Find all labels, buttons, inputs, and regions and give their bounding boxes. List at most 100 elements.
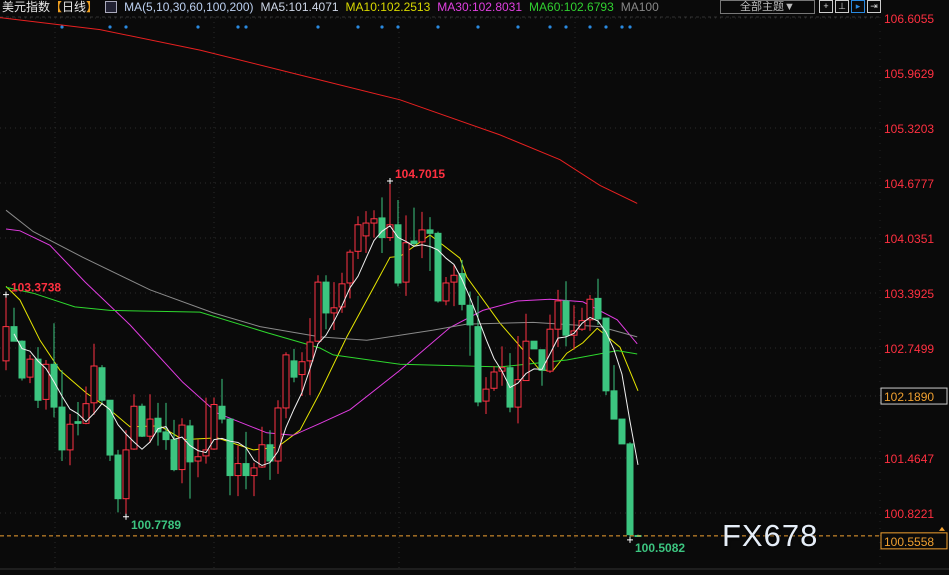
candle-body [458, 273, 466, 305]
candle [74, 401, 82, 436]
candle [202, 397, 210, 464]
candle-body [234, 463, 242, 477]
theme-dropdown[interactable]: 全部主题▼ [720, 0, 815, 14]
candle-body [418, 229, 426, 243]
candle [218, 378, 226, 424]
ma100-label: MA100 [620, 0, 659, 14]
candle-body [106, 399, 114, 456]
candle [586, 294, 594, 331]
candle [562, 281, 570, 347]
candle-body [154, 417, 162, 433]
event-marker [396, 25, 400, 29]
candle [2, 294, 10, 371]
y-tick-label: 105.3203 [884, 122, 934, 136]
candle [26, 354, 34, 384]
candle-body [66, 423, 74, 451]
ma-params[interactable]: MA(5,10,30,60,100,200) [124, 0, 254, 14]
candle-body [554, 300, 562, 330]
candle-body [74, 421, 82, 424]
candle [362, 211, 370, 254]
low-price-annotation: 100.7789 [131, 518, 181, 532]
event-marker [620, 25, 624, 29]
chart-header: 美元指数 【 日线 】 MA(5,10,30,60,100,200) MA5:1… [2, 0, 717, 16]
candle [306, 318, 314, 396]
candle-body [122, 449, 130, 500]
candle [282, 352, 290, 419]
event-marker [476, 25, 480, 29]
exit-icon[interactable]: ⇥ [867, 0, 881, 13]
candle [18, 340, 26, 381]
candle-body [34, 358, 42, 401]
candle [298, 352, 306, 396]
event-marker [604, 25, 608, 29]
candle [450, 264, 458, 307]
play-icon[interactable]: ▸ [851, 0, 865, 13]
candle [130, 394, 138, 450]
candle [314, 275, 322, 343]
candle-body [90, 365, 98, 404]
candle [98, 365, 106, 403]
candle [530, 340, 538, 350]
candle-body [50, 363, 58, 408]
candle-body [474, 326, 482, 403]
candle-body [530, 340, 538, 350]
candle [378, 197, 386, 254]
ma5-value: MA5:101.4071 [260, 0, 339, 14]
candle [242, 431, 250, 490]
candle [170, 419, 178, 472]
crosshair-icon[interactable]: + [819, 0, 833, 13]
ma10-value: MA10:102.2513 [345, 0, 431, 14]
candle [426, 217, 434, 271]
candle-body [146, 418, 154, 437]
candle-body [546, 328, 554, 372]
candle-body [314, 281, 322, 342]
candle [210, 397, 218, 450]
ma60-line [5, 286, 638, 368]
event-marker [236, 25, 240, 29]
candle-body [58, 406, 66, 451]
candle-body [330, 307, 338, 314]
candle-body [138, 405, 146, 437]
y-tick-label: 105.9629 [884, 67, 934, 81]
candle [490, 366, 498, 391]
candle [482, 377, 490, 414]
candle-body [98, 367, 106, 401]
candle-body [626, 443, 634, 536]
event-marker [356, 25, 360, 29]
candle [146, 394, 154, 444]
indicator-chart-icon[interactable] [105, 1, 118, 13]
extreme-marker [123, 513, 129, 520]
event-marker [380, 25, 384, 29]
candle [570, 305, 578, 350]
candle-body [594, 297, 602, 320]
candle [442, 276, 450, 306]
candle [82, 386, 90, 425]
candle-body [482, 388, 490, 402]
candle-body [378, 217, 386, 239]
candle [34, 347, 42, 408]
candle [394, 199, 402, 287]
range-icon[interactable]: ⊥ [835, 0, 849, 13]
candle [370, 210, 378, 238]
candle-body [130, 405, 138, 450]
event-marker [588, 25, 592, 29]
y-tick-label: 100.8221 [884, 507, 934, 521]
current-price-label: 100.5558 [884, 535, 934, 549]
candle-body [290, 360, 298, 378]
candle-body [210, 404, 218, 450]
candle [346, 249, 354, 299]
highlighted-price-label: 102.1890 [884, 390, 934, 404]
candle [602, 317, 610, 396]
candle-body [338, 283, 346, 308]
candle-body [218, 405, 226, 420]
candle-body [26, 358, 34, 378]
candle-body [186, 425, 194, 463]
candle-body [370, 218, 378, 224]
candle-body [586, 298, 594, 321]
event-marker [316, 25, 320, 29]
candle [458, 259, 466, 311]
period-label[interactable]: 日线 [62, 0, 87, 14]
candle-body [266, 444, 274, 462]
candle [10, 307, 18, 342]
